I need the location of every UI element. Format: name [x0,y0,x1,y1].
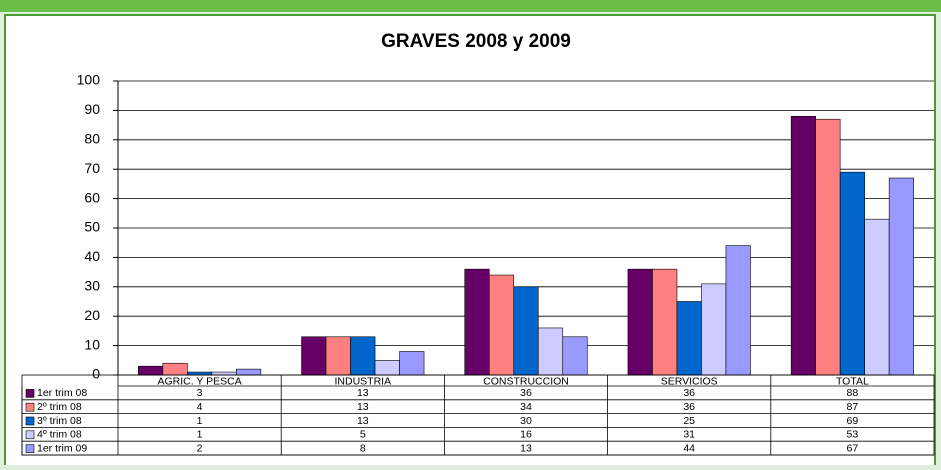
legend-key [25,402,35,412]
bar [399,351,425,376]
table-value: 1 [197,415,203,427]
y-tick-label: 90 [84,101,100,117]
top-strip [0,0,941,12]
table-value: 8 [360,442,366,454]
legend-key [25,444,35,453]
x-tick-label: SERVICIOS [661,375,718,387]
x-tick-label: INDUSTRIA [335,375,392,387]
legend-key [25,389,35,398]
legend-label: 3º trim 08 [37,415,82,427]
table-value: 30 [520,415,532,427]
bar [864,218,890,376]
bar [652,268,678,376]
y-tick-label: 30 [84,278,100,294]
table-value: 34 [520,401,532,413]
legend-label: 1er trim 08 [37,387,87,399]
bar [513,286,539,376]
bar [701,283,727,376]
table-value: 13 [357,415,369,427]
x-tick-label: AGRIC. Y PESCA [157,375,241,387]
table-value: 67 [847,442,859,454]
y-tick-label: 80 [84,131,100,147]
bar [537,327,564,376]
table-value: 88 [847,387,859,399]
bar [488,274,515,376]
y-tick-label: 10 [84,336,100,352]
bar [627,268,653,376]
bar [888,177,914,376]
bar [301,336,327,376]
legend-label: 4º trim 08 [37,429,82,441]
bar [325,336,351,376]
table-value: 1 [197,429,203,441]
table-value: 53 [847,429,859,441]
bar [676,301,702,376]
table-value: 25 [683,415,695,427]
table-value: 3 [197,387,203,399]
chart-title: GRAVES 2008 y 2009 [381,31,571,52]
bar [464,268,490,376]
legend-label: 2º trim 08 [37,401,82,413]
bar [350,336,376,376]
table-value: 2 [197,442,203,454]
table-value: 13 [520,442,532,454]
bar [374,359,400,376]
table-value: 5 [360,429,366,441]
bar [138,365,164,376]
y-tick-label: 70 [84,160,100,176]
x-tick-label: TOTAL [836,375,869,387]
x-tick-label: CONSTRUCCION [483,375,569,387]
bar [162,362,188,376]
table-value: 31 [683,429,695,441]
table-value: 16 [520,429,532,441]
table-value: 13 [357,387,369,399]
table-value: 87 [847,401,859,413]
legend-key [25,416,35,426]
table-value: 4 [197,401,203,413]
bar [839,171,865,376]
table-value: 44 [683,442,695,454]
table-value: 69 [847,415,859,427]
table-value: 36 [683,387,695,399]
legend-label: 1er trim 09 [37,442,87,454]
y-tick-label: 20 [84,307,100,323]
legend-key [25,430,35,440]
bar [236,368,262,376]
bar [790,115,816,376]
table-value: 13 [357,401,369,413]
table-value: 36 [683,401,695,413]
chart-area [4,14,936,470]
y-tick-label: 60 [84,189,100,205]
bar [725,245,751,376]
y-tick-label: 40 [84,248,100,264]
bar [562,336,588,376]
y-tick-label: 100 [77,72,101,88]
y-tick-label: 0 [92,366,100,382]
bar [815,118,841,376]
table-value: 36 [520,387,532,399]
y-tick-label: 50 [84,219,100,235]
